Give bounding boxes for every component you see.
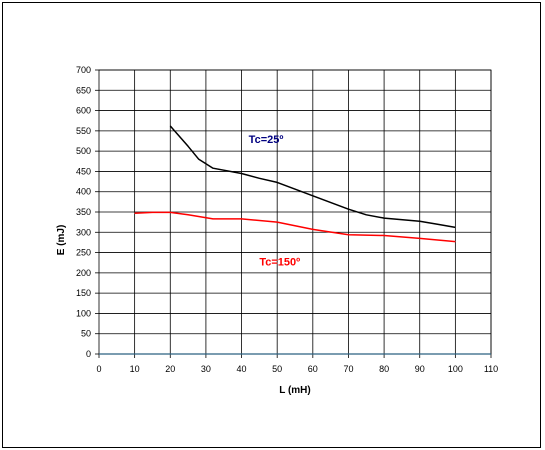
x-tick-label: 0	[96, 364, 101, 374]
y-tick-label: 50	[81, 329, 91, 339]
y-tick-label: 500	[76, 146, 91, 156]
y-tick-label: 600	[76, 106, 91, 116]
series-lines	[134, 125, 456, 243]
x-tick-label: 30	[201, 364, 211, 374]
y-tick-label: 200	[76, 268, 91, 278]
series-line-0	[169, 125, 456, 229]
x-tick-label: 80	[379, 364, 389, 374]
x-tick-label: 90	[415, 364, 425, 374]
y-tick-label: 250	[76, 248, 91, 258]
axes	[95, 69, 492, 358]
x-tick-label: 60	[308, 364, 318, 374]
tick-labels: 0501001502002503003504004505005506006507…	[76, 65, 498, 374]
annotations: Tc=25º Tc=150º	[249, 134, 301, 269]
x-tick-label: 40	[237, 364, 247, 374]
x-tick-label: 100	[448, 364, 463, 374]
series-line-1	[134, 211, 456, 243]
y-tick-label: 450	[76, 166, 91, 176]
y-tick-label: 150	[76, 288, 91, 298]
y-tick-label: 350	[76, 207, 91, 217]
y-tick-label: 0	[86, 349, 91, 359]
y-tick-label: 400	[76, 187, 91, 197]
x-tick-label: 70	[343, 364, 353, 374]
y-axis-label: E (mJ)	[56, 225, 67, 256]
x-tick-label: 50	[272, 364, 282, 374]
series-annotation-0: Tc=25º	[249, 134, 284, 146]
y-tick-label: 700	[76, 65, 91, 75]
y-tick-label: 650	[76, 85, 91, 95]
y-tick-label: 300	[76, 227, 91, 237]
x-axis-label: L (mH)	[279, 385, 310, 396]
series-annotation-1: Tc=150º	[259, 256, 300, 268]
x-tick-label: 20	[165, 364, 175, 374]
x-tick-label: 110	[484, 364, 498, 374]
y-tick-label: 550	[76, 126, 91, 136]
y-tick-label: 100	[76, 308, 91, 318]
x-tick-label: 10	[130, 364, 140, 374]
